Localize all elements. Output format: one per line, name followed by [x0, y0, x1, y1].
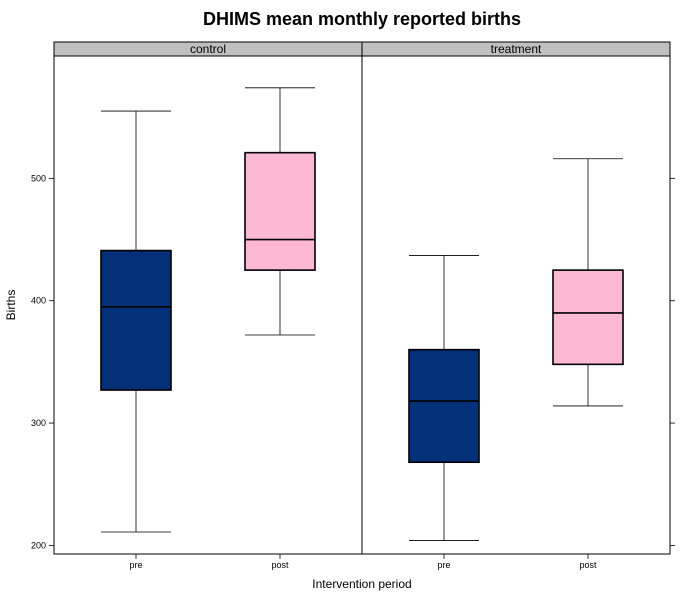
strip-label-treatment: treatment: [491, 42, 542, 56]
strip-label-control: control: [190, 42, 226, 56]
box-iqr: [100, 249, 172, 391]
box-treatment-post: [552, 158, 624, 407]
box-iqr: [244, 151, 316, 271]
box-control-pre: [100, 110, 172, 533]
chart-title: DHIMS mean monthly reported births: [203, 9, 521, 29]
x-tick-label-treatment-post: post: [579, 560, 597, 570]
panels: control pre post treatment pre post: [53, 41, 671, 570]
y-tick-label-500: 500: [31, 173, 46, 183]
panel-frame-control: [53, 55, 363, 555]
x-axis-label: Intervention period: [312, 577, 411, 591]
y-tick-label-300: 300: [31, 418, 46, 428]
box-iqr: [408, 348, 480, 464]
panel-control: control pre post: [53, 41, 363, 570]
y-tick-label-400: 400: [31, 296, 46, 306]
box-treatment-pre: [408, 255, 480, 541]
box-iqr: [552, 269, 624, 366]
panel-frame-treatment: [361, 55, 671, 555]
x-tick-label-control-post: post: [271, 560, 289, 570]
x-tick-label-control-pre: pre: [129, 560, 142, 570]
y-axis-label: Births: [4, 290, 18, 321]
y-axis: 200 300 400 500: [31, 173, 675, 550]
box-control-post: [244, 87, 316, 336]
y-tick-label-200: 200: [31, 540, 46, 550]
panel-treatment: treatment pre post: [361, 41, 671, 570]
x-tick-label-treatment-pre: pre: [437, 560, 450, 570]
